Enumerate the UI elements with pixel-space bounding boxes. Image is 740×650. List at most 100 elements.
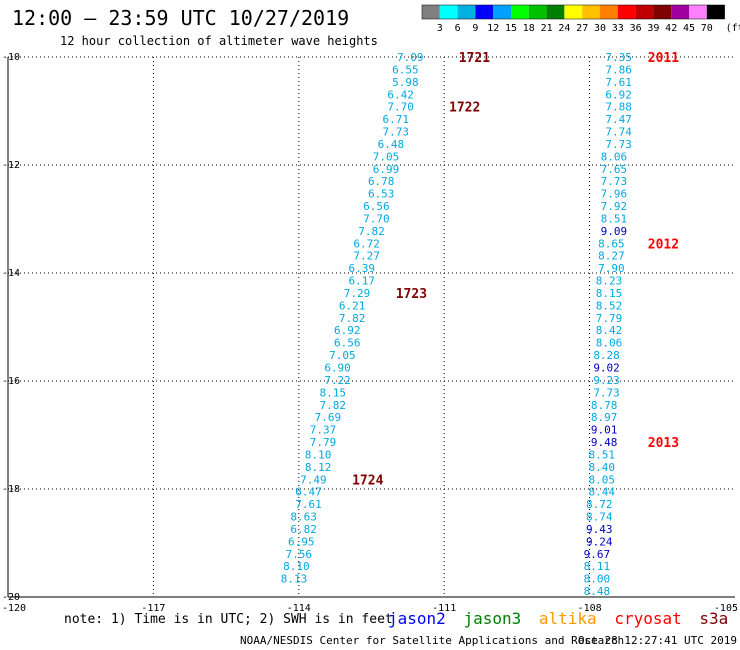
color-scale-swatch <box>475 5 494 19</box>
swh-value-label: 6.72 <box>353 237 380 250</box>
color-scale-label: 42 <box>665 23 677 34</box>
swh-value-label: 7.82 <box>319 399 346 412</box>
swh-value-label: 5.98 <box>392 76 419 89</box>
swh-value-label: 7.82 <box>339 312 366 325</box>
swh-value-label: 7.05 <box>329 349 356 362</box>
color-scale-label: 27 <box>576 23 588 34</box>
time-label: 2011 <box>648 51 679 66</box>
swh-value-label: 9.43 <box>586 523 613 536</box>
swh-value-label: 7.92 <box>601 200 628 213</box>
swh-value-label: 6.92 <box>334 324 361 337</box>
swh-value-label: 8.40 <box>588 461 615 474</box>
y-tick-label: -10 <box>2 52 20 63</box>
chart-grid <box>7 56 735 598</box>
swh-value-label: 7.47 <box>605 113 632 126</box>
time-label: 1723 <box>396 287 427 302</box>
time-label: 1724 <box>352 473 383 488</box>
color-scale-swatch <box>582 5 600 19</box>
swh-value-label: 9.67 <box>584 548 611 561</box>
satellite-legend-jason2: jason2 <box>388 609 446 628</box>
swh-value-label: 7.22 <box>324 374 351 387</box>
color-scale-swatch <box>528 5 547 19</box>
color-scale-swatch <box>706 5 725 19</box>
color-scale-label: 18 <box>523 23 535 34</box>
satellite-legend-altika: altika <box>538 609 597 628</box>
swh-value-label: 8.44 <box>588 486 615 499</box>
swh-value-label: 8.00 <box>584 573 611 586</box>
swh-value-label: 6.95 <box>288 535 315 548</box>
footer-timestamp: Oct 28 12:27:41 UTC 2019 <box>578 634 737 647</box>
swh-value-label: 7.05 <box>373 150 400 163</box>
y-tick-label: -16 <box>2 376 20 387</box>
swh-value-label: 7.70 <box>363 212 390 225</box>
swh-value-label: 8.51 <box>601 212 628 225</box>
time-label: 1722 <box>449 101 480 116</box>
swh-value-label: 7.35 <box>605 51 632 64</box>
swh-value-label: 6.99 <box>373 163 400 176</box>
color-scale-swatch <box>653 5 672 19</box>
color-scale-frame <box>421 4 725 20</box>
satellite-legend-jason3: jason3 <box>463 609 522 628</box>
swh-value-label: 6.71 <box>382 113 409 126</box>
swh-value-label: 7.73 <box>593 386 620 399</box>
color-scale-label: 33 <box>612 23 624 34</box>
swh-value-label: 7.73 <box>601 175 628 188</box>
swh-value-label: 9.09 <box>601 225 628 238</box>
swh-value-label: 8.28 <box>593 349 620 362</box>
swh-value-label: 7.70 <box>387 101 414 114</box>
chart-axes: -120 -117 -114 -111 -108 -105 -10 -12 -14 -16 -18 -… <box>2 52 738 614</box>
swh-value-label: 8.13 <box>281 573 308 586</box>
swh-value-label: 6.21 <box>339 299 366 312</box>
chart-subtitle: 12 hour collection of altimeter wave hei… <box>60 34 378 48</box>
swh-value-label: 8.74 <box>586 511 613 524</box>
satellite-legend: jason2 jason3 altika cryosat s3a <box>388 609 736 628</box>
swh-value-label: 8.48 <box>584 585 611 598</box>
swh-value-label: 6.56 <box>334 337 361 350</box>
x-tick-label: -111 <box>432 603 456 614</box>
swh-value-label: 8.06 <box>601 150 628 163</box>
color-scale-swatch <box>511 5 529 19</box>
swh-value-label: 7.27 <box>353 250 380 263</box>
color-scale-swatch <box>457 5 476 19</box>
swh-value-label: 6.42 <box>387 88 414 101</box>
x-tick-label: -120 <box>2 603 26 614</box>
color-scale-swatch <box>689 5 707 19</box>
swh-value-label: 8.51 <box>588 448 615 461</box>
swh-value-label: 7.82 <box>358 225 385 238</box>
color-scale-label: 3 <box>437 23 443 34</box>
swh-value-label: 7.79 <box>310 436 337 449</box>
swh-value-label: 6.78 <box>368 175 395 188</box>
swh-value-label: 6.56 <box>363 200 390 213</box>
x-tick-label: -114 <box>287 603 311 614</box>
x-tick-label: -105 <box>714 603 738 614</box>
color-scale-swatch <box>635 5 654 19</box>
color-scale-swatch <box>422 5 440 19</box>
satellite-legend-s3a: s3a <box>699 609 729 628</box>
color-scale-label: 45 <box>683 23 695 34</box>
swh-value-label: 9.02 <box>593 362 620 375</box>
swh-value-label: 7.73 <box>605 138 632 151</box>
color-scale-label: 24 <box>558 23 570 34</box>
swh-value-label: 8.10 <box>305 448 332 461</box>
series-s3a: 7.096.555.986.427.706.717.736.487.056.99… <box>281 51 491 586</box>
swh-value-label: 6.53 <box>368 188 395 201</box>
color-scale-label: 12 <box>487 23 499 34</box>
swh-value-label: 6.92 <box>605 88 632 101</box>
swh-value-label: 9.23 <box>593 374 620 387</box>
swh-value-label: 7.65 <box>601 163 628 176</box>
color-scale-swatch <box>671 5 689 19</box>
x-tick-label: -117 <box>141 603 165 614</box>
chart-marks: 7.096.555.986.427.706.717.736.487.056.99… <box>281 51 680 598</box>
x-tick-label: -108 <box>578 603 602 614</box>
swh-value-label: 7.09 <box>397 51 424 64</box>
satellite-legend-cryosat: cryosat <box>614 609 682 628</box>
swh-value-label: 8.27 <box>598 250 625 263</box>
swh-value-label: 7.86 <box>605 63 632 76</box>
swh-value-label: 7.96 <box>601 188 628 201</box>
swh-value-label: 8.05 <box>588 473 615 486</box>
swh-value-label: 7.69 <box>315 411 342 424</box>
swh-value-label: 9.24 <box>586 535 613 548</box>
